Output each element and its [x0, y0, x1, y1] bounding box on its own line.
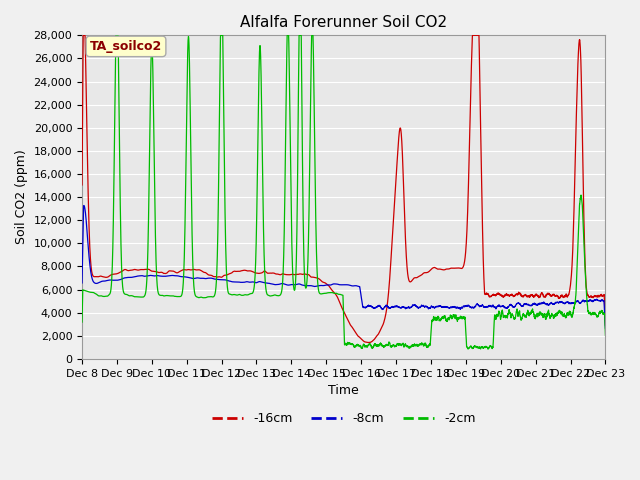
Legend: -16cm, -8cm, -2cm: -16cm, -8cm, -2cm	[207, 407, 481, 430]
Text: TA_soilco2: TA_soilco2	[90, 40, 162, 53]
Y-axis label: Soil CO2 (ppm): Soil CO2 (ppm)	[15, 150, 28, 244]
Title: Alfalfa Forerunner Soil CO2: Alfalfa Forerunner Soil CO2	[240, 15, 447, 30]
X-axis label: Time: Time	[328, 384, 359, 397]
